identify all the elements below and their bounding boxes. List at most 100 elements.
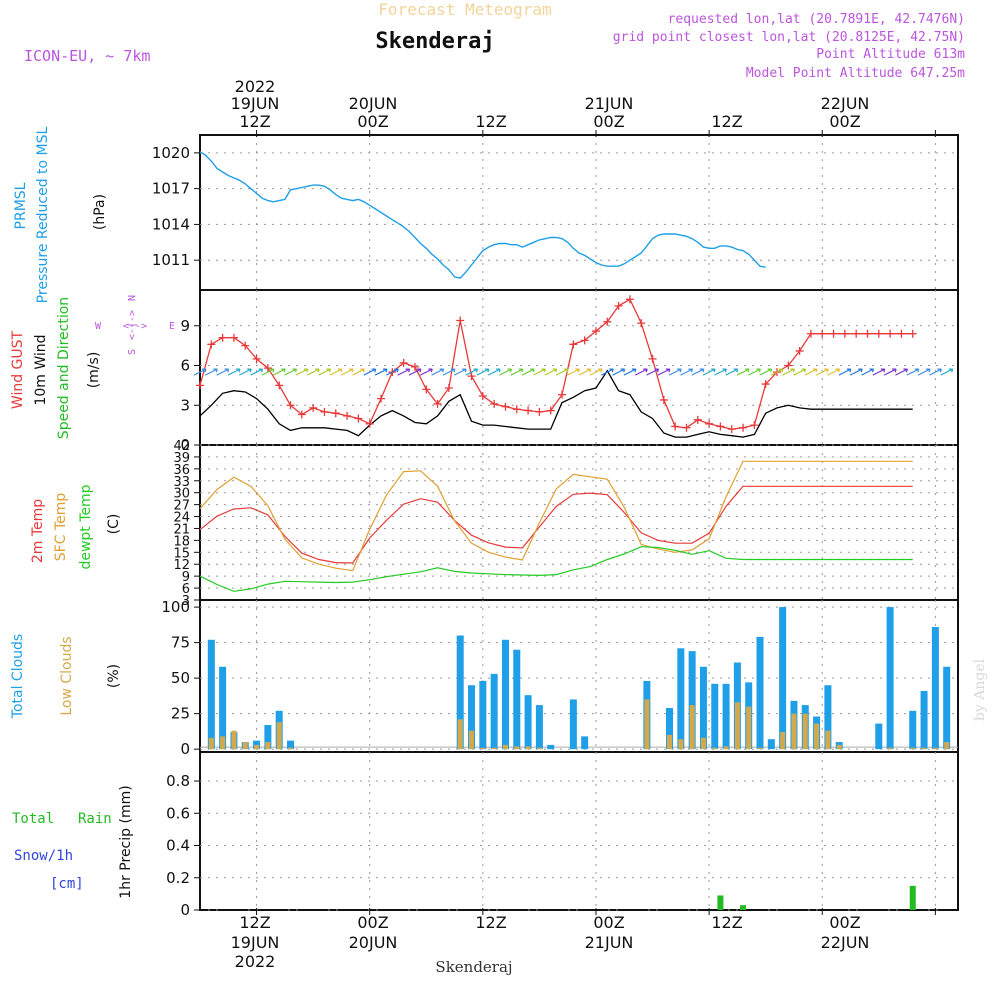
direction-arrow [465, 368, 479, 376]
gust-marker [309, 403, 318, 412]
direction-arrow [487, 368, 501, 376]
ytick-label-4-4: 0.8 [166, 772, 190, 790]
total-cloud-bar [756, 636, 764, 750]
ytick-label-4-0: 0 [180, 901, 190, 919]
compass-e: E [169, 321, 175, 332]
direction-arrow [193, 368, 207, 376]
model-label: ICON-EU, ~ 7km [24, 47, 150, 65]
low-cloud-bar [208, 737, 214, 750]
gust-marker [863, 329, 872, 338]
bottom-label-0-line2: 19JUN [231, 933, 280, 952]
gust-marker [263, 364, 272, 373]
ytick-label-1-3: 9 [180, 317, 190, 335]
low-cloud-bar [276, 722, 282, 750]
bottom-label-0-line3: 2022 [235, 952, 276, 971]
direction-arrow [634, 368, 648, 376]
direction-arrow [363, 368, 377, 376]
gust-marker [908, 329, 917, 338]
top-label-5-line2: 22JUN [821, 94, 870, 113]
gust-marker [354, 414, 363, 423]
total-cloud-bar [711, 683, 719, 750]
ytick-label-2-2: 9 [182, 570, 190, 585]
low-cloud-bar [220, 736, 226, 750]
total-cloud-bar [931, 626, 939, 750]
total-cloud-bar [490, 673, 498, 750]
gust-marker [343, 411, 352, 420]
gust-marker [840, 329, 849, 338]
wind-unit: (m/s) [86, 352, 102, 389]
chart-title: Forecast Meteogram [378, 0, 551, 19]
ytick-label-2-1: 6 [182, 582, 190, 597]
direction-arrow [295, 368, 309, 376]
wind-line [199, 369, 913, 438]
low-cloud-bar [932, 747, 938, 750]
compass-s: S [127, 349, 138, 355]
gust-marker [716, 422, 725, 431]
direction-arrow [725, 368, 739, 376]
gust-marker [218, 333, 227, 342]
gust-marker [207, 340, 216, 349]
gust-marker [603, 317, 612, 326]
gust-marker [252, 354, 261, 363]
direction-arrow [352, 368, 365, 376]
gust-line [199, 298, 913, 430]
bottom-label-1-line2: 20JUN [349, 933, 398, 952]
pressure-label-b: Pressure Reduced to MSL [35, 126, 51, 303]
direction-arrow [691, 368, 705, 376]
temp2m-line [199, 485, 913, 564]
total-cloud-bar [219, 666, 227, 750]
low-cloud-bar [480, 747, 486, 750]
compass-arrows: <--> [123, 321, 147, 332]
gust-label: Wind GUST [10, 330, 26, 409]
bottom-label-2-line1: 12Z [475, 913, 506, 932]
low-cloud-bar [757, 747, 763, 750]
gust-marker [659, 395, 668, 404]
gust-marker [727, 425, 736, 434]
total-cloud-bar [468, 685, 476, 750]
gust-marker [365, 419, 374, 428]
dewpt-label: dewpt Temp [78, 484, 94, 569]
top-time-labels: 2022 19JUN 12Z 20JUN 00Z 12Z 21JUN 00Z 1… [231, 77, 870, 131]
precip-unit: 1hr Precip (mm) [118, 785, 134, 898]
low-cloud-bar [910, 747, 916, 750]
low-cloud-bar [644, 699, 650, 750]
direction-arrow [815, 368, 829, 376]
direction-arrow [770, 368, 784, 376]
direction-arrow [702, 368, 716, 376]
total-cloud-bar [666, 707, 674, 750]
snow-label: Snow/1h [14, 848, 73, 864]
ytick-label-3-1: 25 [171, 705, 190, 723]
top-label-4-line3: 12Z [711, 112, 742, 131]
ytick-label-2-0: 3 [182, 594, 190, 609]
gust-marker [897, 329, 906, 338]
direction-arrow [883, 368, 897, 376]
direction-arrow [872, 368, 886, 376]
gust-marker [682, 423, 691, 432]
direction-arrow [895, 368, 909, 376]
low-cloud-bar [746, 706, 752, 750]
low-cloud-bar [780, 732, 786, 750]
total-cloud-bar [501, 639, 509, 750]
top-label-3-line2: 21JUN [585, 94, 634, 113]
low-cloud-bar [231, 730, 237, 750]
ytick-label-2-3: 12 [173, 558, 190, 573]
ytick-label-4-1: 0.2 [166, 869, 190, 887]
pressure-label-a: PRMSL [13, 182, 29, 229]
direction-arrow [408, 368, 422, 376]
direction-arrow [759, 368, 773, 376]
direction-arrow [227, 368, 241, 376]
ytick-label-2-7: 24 [173, 511, 190, 526]
top-label-3-line3: 00Z [593, 112, 624, 131]
top-label-0-line2: 19JUN [231, 94, 280, 113]
gust-marker [580, 336, 589, 345]
bottom-label-5-line2: 22JUN [821, 933, 870, 952]
ytick-label-4-3: 0.6 [166, 804, 190, 822]
direction-arrow [442, 368, 456, 376]
direction-arrow [205, 368, 218, 376]
direction-arrow [533, 368, 546, 376]
bottom-label-3-line1: 00Z [593, 913, 624, 932]
total-cloud-bar [886, 607, 894, 750]
total-cloud-bar [569, 699, 577, 750]
direction-arrow [646, 368, 660, 376]
direction-arrow [748, 368, 761, 376]
